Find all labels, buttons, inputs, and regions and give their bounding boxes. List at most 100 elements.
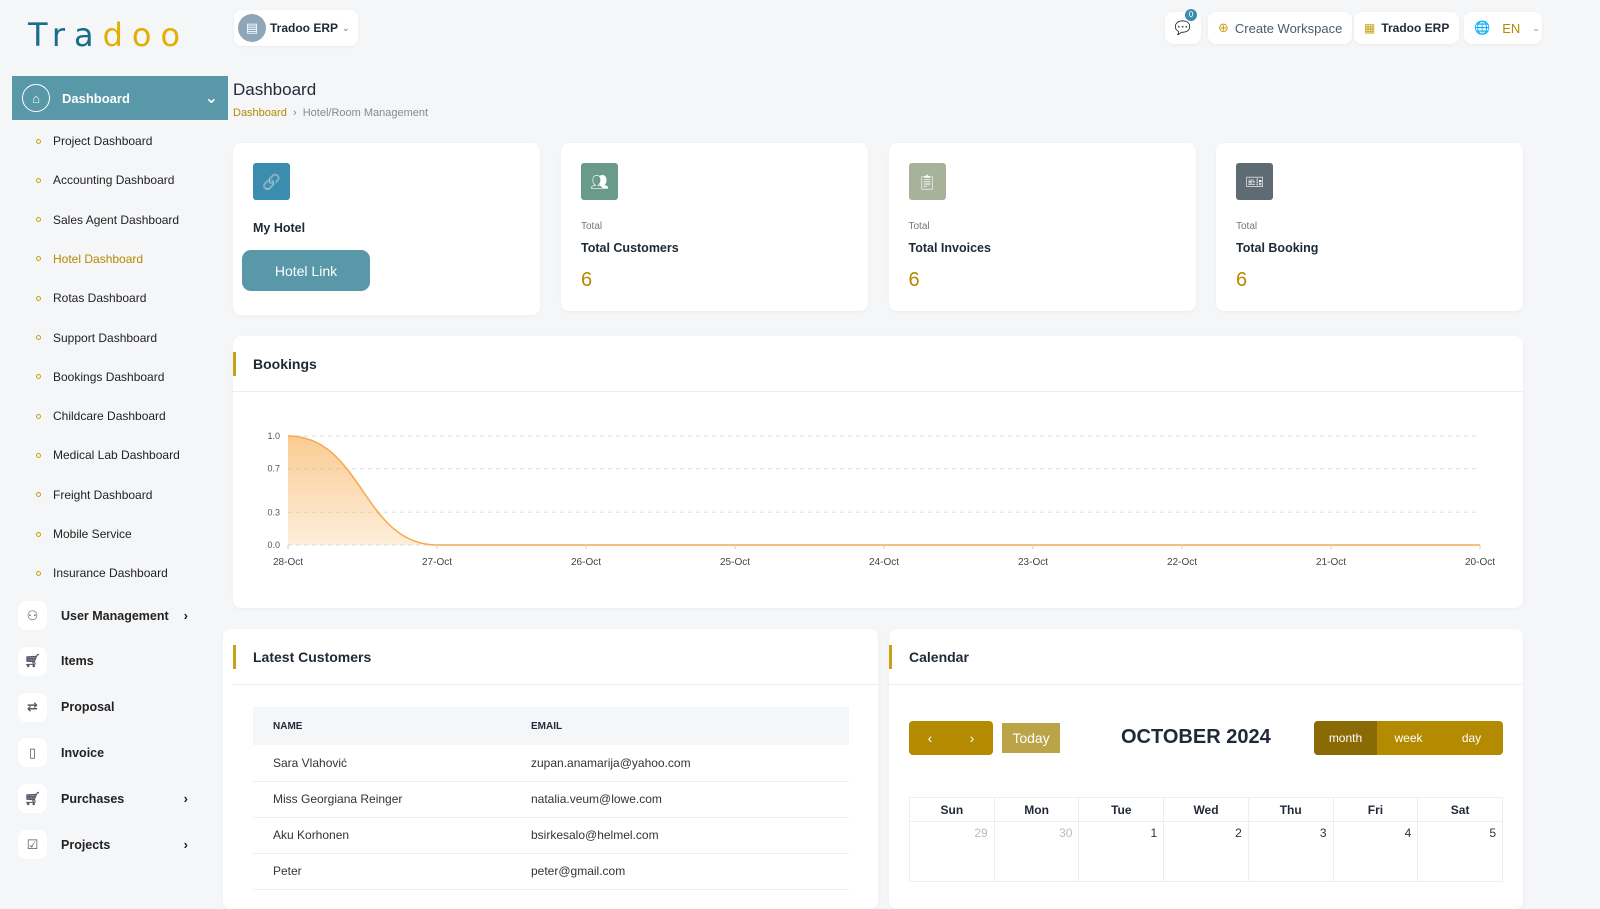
calendar-day[interactable]: 5 [1417, 821, 1503, 882]
sidebar-subitem[interactable]: Sales Agent Dashboard [36, 213, 179, 227]
weekday-header: Thu [1247, 797, 1334, 822]
sidebar-subitem[interactable]: Hotel Dashboard [36, 252, 143, 266]
month-title: OCTOBER 2024 [1121, 726, 1271, 748]
bookings-title: Bookings [233, 336, 1523, 392]
notification-badge: 0 [1185, 9, 1197, 21]
chevron-right-icon: › [183, 837, 188, 852]
y-tick-label: 0.7 [267, 464, 280, 474]
x-tick-label: 26-Oct [571, 557, 601, 568]
bullet-icon [36, 256, 41, 262]
x-tick-label: 21-Oct [1316, 557, 1346, 568]
sidebar-subitem[interactable]: Insurance Dashboard [36, 566, 168, 580]
table-row[interactable]: Miss Georgiana Reinger natalia.veum@lowe.… [253, 781, 849, 818]
bullet-icon [36, 138, 41, 144]
y-tick-label: 1.0 [267, 431, 280, 441]
checkbox-icon: ☑ [18, 830, 47, 859]
sidebar-item[interactable]: ⚇ User Management › [18, 601, 188, 630]
view-switcher: month week day [1314, 721, 1503, 755]
language-selector[interactable]: 🌐 EN ⌄ [1464, 12, 1542, 44]
workspace-selector[interactable]: ▤ Tradoo ERP ⌄ [234, 10, 358, 46]
logo: Tradoo [28, 16, 190, 54]
stat-card: 📋︎ Total Total Invoices 6 [888, 143, 1196, 311]
calendar-day[interactable]: 2 [1163, 821, 1249, 882]
bullet-icon [36, 217, 41, 223]
view-week[interactable]: week [1394, 731, 1423, 745]
column-email: EMAIL [511, 707, 849, 745]
sidebar-item[interactable]: ⇄ Proposal [18, 692, 188, 722]
link-icon: 🔗 [253, 163, 290, 200]
building-icon: ▤ [238, 14, 266, 42]
stat-icon: 📋︎ [908, 163, 946, 200]
bookings-card: Bookings 0.0 0.3 0.7 1.0 28-Oct 27-Oct 26-Oct 2… [233, 336, 1523, 608]
sidebar-subitem[interactable]: Accounting Dashboard [36, 173, 174, 187]
calendar-day[interactable]: 30 [993, 821, 1080, 882]
sidebar-item[interactable]: 🛒︎ Items [18, 646, 188, 676]
x-tick-label: 28-Oct [273, 557, 303, 568]
apps-icon: ▦ [1364, 21, 1376, 35]
chevron-down-icon: ⌄ [342, 22, 350, 33]
view-month[interactable]: month [1314, 721, 1377, 755]
file-icon: ▯ [18, 738, 47, 768]
sidebar-item[interactable]: 🛒︎ Purchases › [18, 784, 188, 814]
bullet-icon [36, 177, 41, 183]
plus-circle-icon: ⊕ [1218, 20, 1229, 35]
y-tick-label: 0.3 [267, 507, 280, 517]
calendar-grid: Sun Mon Tue Wed Thu Fri Sat 29 30 1 2 3 4 5 [909, 797, 1503, 882]
weekday-header: Sun [909, 797, 995, 822]
table-row[interactable]: Aku Korhonen bsirkesalo@helmel.com [253, 817, 849, 854]
next-button[interactable]: › [969, 730, 975, 746]
sidebar-item-dashboard[interactable]: ⌂ Dashboard ⌄ [12, 76, 228, 120]
customers-title: Latest Customers [233, 629, 878, 685]
breadcrumb-link[interactable]: Dashboard [233, 107, 287, 119]
column-name: NAME [253, 707, 511, 745]
table-row[interactable]: Peter peter@gmail.com [253, 853, 849, 890]
chat-icon: 💬 [1174, 20, 1192, 35]
table-row[interactable]: Sara Vlahović zupan.anamarija@yahoo.com [253, 745, 849, 782]
today-button[interactable]: Today [1002, 723, 1060, 753]
weekday-header: Wed [1163, 797, 1249, 822]
sidebar-subitem[interactable]: Rotas Dashboard [36, 291, 146, 305]
weekday-header: Fri [1332, 797, 1419, 822]
users-icon: ⚇ [18, 601, 47, 630]
sidebar-subitem[interactable]: Mobile Service [36, 527, 132, 541]
x-tick-label: 22-Oct [1167, 557, 1197, 568]
x-tick-label: 27-Oct [422, 557, 452, 568]
chevron-right-icon: › [183, 608, 188, 623]
cart-icon: 🛒︎ [18, 646, 47, 676]
stat-icon: 👥︎ [581, 163, 618, 200]
sidebar-subitem[interactable]: Project Dashboard [36, 134, 152, 148]
page-title: Dashboard [233, 80, 317, 99]
sidebar-subitem[interactable]: Childcare Dashboard [36, 409, 166, 423]
sidebar-subitem[interactable]: Bookings Dashboard [36, 370, 164, 384]
globe-icon: 🌐 [1474, 20, 1491, 35]
app-switcher[interactable]: ▦ Tradoo ERP [1354, 12, 1460, 44]
chevron-down-icon: ⌄ [1532, 22, 1540, 33]
sidebar-item[interactable]: ▯ Invoice [18, 738, 188, 768]
hotel-link-button[interactable]: Hotel Link [242, 250, 370, 291]
sidebar-subitem[interactable]: Freight Dashboard [36, 488, 152, 502]
view-day[interactable]: day [1461, 731, 1482, 745]
stat-card: 👥︎ Total Total Customers 6 [561, 143, 868, 311]
stat-icon: 🎫︎ [1236, 163, 1273, 200]
chevron-down-icon: ⌄ [204, 90, 218, 107]
home-icon: ⌂ [22, 84, 50, 112]
x-tick-label: 23-Oct [1018, 557, 1048, 568]
calendar-day[interactable]: 29 [909, 821, 995, 882]
x-tick-label: 25-Oct [720, 557, 750, 568]
sidebar-subitem[interactable]: Support Dashboard [36, 331, 157, 345]
prev-button[interactable]: ‹ [927, 730, 933, 746]
x-tick-label: 20-Oct [1465, 557, 1495, 568]
calendar-day[interactable]: 3 [1247, 821, 1334, 882]
calendar-day[interactable]: 1 [1078, 821, 1165, 882]
latest-customers-card: Latest Customers NAME EMAIL Sara Vlahović… [223, 629, 878, 909]
chevron-right-icon: › [183, 791, 188, 807]
sidebar-item[interactable]: ☑ Projects › [18, 830, 188, 859]
calendar-nav: ‹ › [909, 721, 993, 755]
weekday-header: Tue [1078, 797, 1165, 822]
bullet-icon [36, 492, 41, 498]
sidebar-subitem[interactable]: Medical Lab Dashboard [36, 448, 180, 462]
create-workspace-button[interactable]: ⊕ Create Workspace [1208, 12, 1353, 44]
chat-button[interactable]: 💬 0 [1165, 9, 1201, 44]
my-hotel-card: 🔗 My Hotel Hotel Link [233, 143, 540, 315]
calendar-day[interactable]: 4 [1332, 821, 1419, 882]
